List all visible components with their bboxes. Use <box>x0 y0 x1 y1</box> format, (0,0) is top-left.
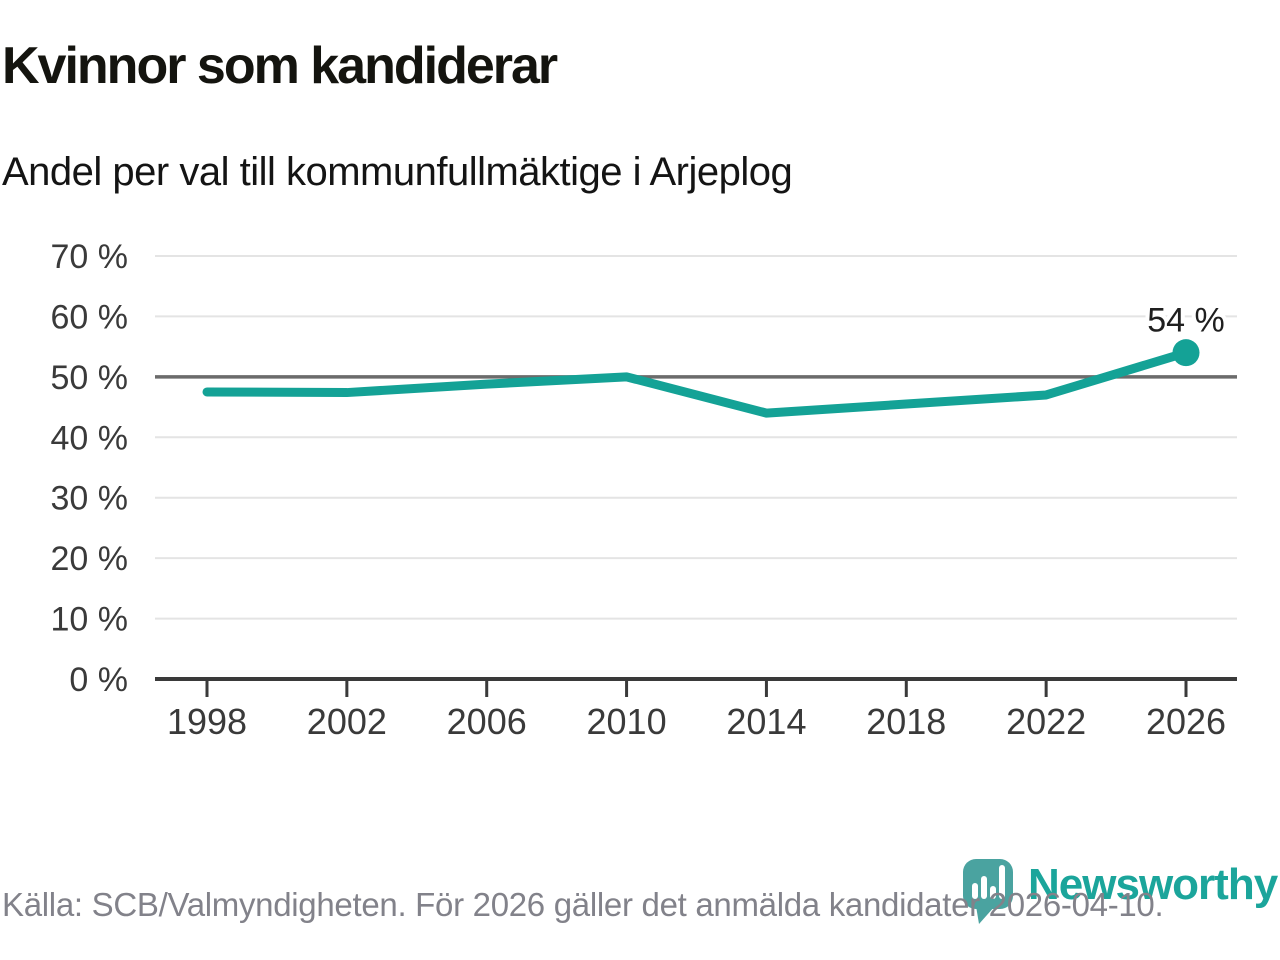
x-axis-label: 2022 <box>1006 701 1086 742</box>
end-value-label: 54 % <box>1147 302 1225 340</box>
y-axis-label: 10 % <box>51 601 129 639</box>
x-axis-label: 2026 <box>1146 701 1226 742</box>
x-axis-label: 1998 <box>167 701 247 742</box>
newsworthy-speech-bubble-icon <box>963 859 1013 924</box>
x-axis-label: 2006 <box>447 701 527 742</box>
data-line <box>202 348 1191 418</box>
newsworthy-wordmark: Newsworthy <box>1028 860 1278 909</box>
y-axis-label: 40 % <box>51 419 129 457</box>
source-note: Källa: SCB/Valmyndigheten. För 2026 gäll… <box>2 886 1164 923</box>
y-axis-label: 50 % <box>51 359 129 397</box>
y-axis-label: 70 % <box>51 238 129 276</box>
end-point-marker <box>1172 339 1200 367</box>
x-axis-label: 2018 <box>866 701 946 742</box>
chart-subtitle: Andel per val till kommunfullmäktige i A… <box>2 150 793 194</box>
newsworthy-logo: Newsworthy <box>962 858 1278 928</box>
x-axis-label: 2014 <box>726 701 806 742</box>
x-axis-label: 2002 <box>307 701 387 742</box>
y-axis-label: 0 % <box>69 661 128 699</box>
y-axis-label: 30 % <box>51 480 129 518</box>
x-axis-label: 2010 <box>587 701 667 742</box>
chart-title: Kvinnor som kandiderar <box>2 37 558 95</box>
y-axis-label: 60 % <box>51 298 129 336</box>
y-axis-label: 20 % <box>51 540 129 578</box>
